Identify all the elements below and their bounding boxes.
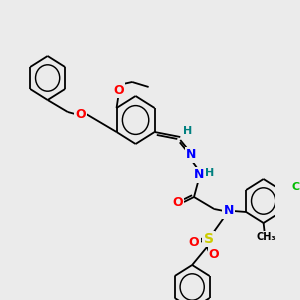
- Text: O: O: [75, 107, 86, 121]
- Text: H: H: [183, 126, 192, 136]
- Text: O: O: [113, 83, 124, 97]
- Text: H: H: [205, 168, 214, 178]
- Text: Cl: Cl: [292, 182, 300, 192]
- Text: S: S: [204, 232, 214, 246]
- Text: N: N: [224, 205, 234, 218]
- Text: O: O: [209, 248, 220, 262]
- Text: O: O: [172, 196, 183, 208]
- Text: CH₃: CH₃: [256, 232, 276, 242]
- Text: O: O: [189, 236, 199, 248]
- Text: N: N: [186, 148, 196, 161]
- Text: N: N: [194, 169, 204, 182]
